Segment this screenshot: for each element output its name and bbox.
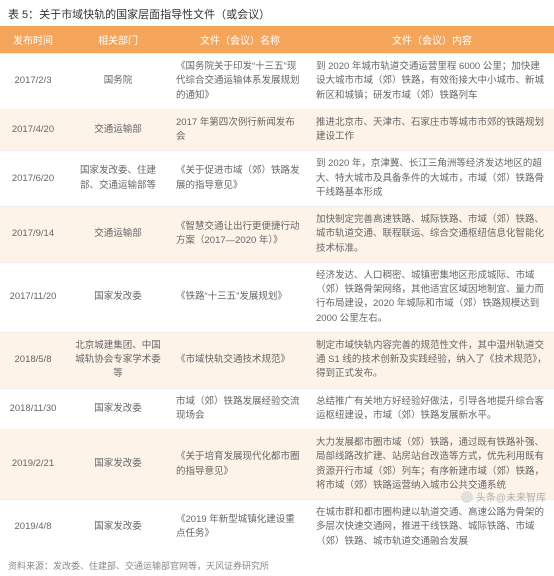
- table-row: 2017/9/14 交通运输部 《智慧交通让出行更便捷行动方案（2017—202…: [0, 207, 554, 263]
- col-dept: 相关部门: [66, 26, 170, 54]
- cell-dept: 北京城建集团、中国城轨协会专家学术委等: [66, 332, 170, 388]
- cell-dept: 国家发改委、住建部、交通运输部等: [66, 151, 170, 207]
- source-footer: 资料来源：发改委、住建部、交通运输部官网等，天风证券研究所: [0, 555, 554, 576]
- table-row: 2018/11/30 国家发改委 市域（郊）铁路发展经验交流现场会 总结推广有关…: [0, 388, 554, 430]
- cell-name: 《铁路“十三五”发展规划》: [170, 262, 310, 332]
- cell-date: 2019/2/21: [0, 430, 66, 500]
- cell-date: 2017/2/3: [0, 54, 66, 110]
- cell-content: 到 2020 年，京津冀、长江三角洲等经济发达地区的超大、特大城市及具备条件的大…: [310, 151, 554, 207]
- header-row: 发布时间 相关部门 文件（会议）名称 文件（会议）内容: [0, 26, 554, 54]
- cell-content: 制定市域快轨内容完善的规范性文件，其中温州轨道交通 S1 线的技术创新及实践经验…: [310, 332, 554, 388]
- cell-name: 《关于培育发展现代化都市圈的指导意见》: [170, 430, 310, 500]
- watermark: 头条@未来智库: [461, 489, 546, 504]
- watermark-icon: [461, 491, 473, 503]
- col-name: 文件（会议）名称: [170, 26, 310, 54]
- table-row: 2019/4/8 国家发改委 《2019 年新型城镇化建设重点任务》 在城市群和…: [0, 500, 554, 555]
- table-row: 2017/6/20 国家发改委、住建部、交通运输部等 《关于促进市域（郊）铁路发…: [0, 151, 554, 207]
- table-row: 2017/11/20 国家发改委 《铁路“十三五”发展规划》 经济发达、人口稠密…: [0, 262, 554, 332]
- cell-content: 在城市群和都市圈构建以轨道交通、高速公路为骨架的多层次快速交通网，推进干线铁路、…: [310, 500, 554, 555]
- cell-content: 经济发达、人口稠密、城镇密集地区形成城际、市域（郊）铁路骨架网络，其他适宜区域因…: [310, 262, 554, 332]
- col-content: 文件（会议）内容: [310, 26, 554, 54]
- cell-name: 《2019 年新型城镇化建设重点任务》: [170, 500, 310, 555]
- cell-name: 《市域快轨交通技术规范》: [170, 332, 310, 388]
- cell-name: 《国务院关于印发“十三五”现代综合交通运输体系发展规划的通知》: [170, 54, 310, 110]
- cell-name: 《智慧交通让出行更便捷行动方案（2017—2020 年）》: [170, 207, 310, 263]
- cell-date: 2017/6/20: [0, 151, 66, 207]
- table-title: 表 5：关于市域快轨的国家层面指导性文件（或会议）: [0, 0, 554, 26]
- cell-dept: 交通运输部: [66, 109, 170, 151]
- cell-content: 到 2020 年城市轨道交通运营里程 6000 公里；加快建设大城市市域（郊）铁…: [310, 54, 554, 110]
- cell-dept: 交通运输部: [66, 207, 170, 263]
- cell-date: 2018/5/8: [0, 332, 66, 388]
- cell-name: 《关于促进市域（郊）铁路发展的指导意见》: [170, 151, 310, 207]
- cell-dept: 国务院: [66, 54, 170, 110]
- cell-dept: 国家发改委: [66, 430, 170, 500]
- cell-date: 2019/4/8: [0, 500, 66, 555]
- cell-content: 总结推广有关地方好经验好做法，引导各地提升综合客运枢纽建设，市域（郊）铁路发展新…: [310, 388, 554, 430]
- watermark-text: 头条@未来智库: [476, 489, 546, 504]
- cell-name: 2017 年第四次例行新闻发布会: [170, 109, 310, 151]
- cell-name: 市域（郊）铁路发展经验交流现场会: [170, 388, 310, 430]
- table-row: 2017/4/20 交通运输部 2017 年第四次例行新闻发布会 推进北京市、天…: [0, 109, 554, 151]
- cell-content: 推进北京市、天津市、石家庄市等城市市郊的铁路规划建设工作: [310, 109, 554, 151]
- cell-dept: 国家发改委: [66, 388, 170, 430]
- policy-table: 发布时间 相关部门 文件（会议）名称 文件（会议）内容 2017/2/3 国务院…: [0, 26, 554, 555]
- cell-date: 2017/11/20: [0, 262, 66, 332]
- cell-date: 2018/11/30: [0, 388, 66, 430]
- cell-date: 2017/4/20: [0, 109, 66, 151]
- cell-date: 2017/9/14: [0, 207, 66, 263]
- cell-content: 加快制定完善高速铁路、城际铁路、市域（郊）铁路、城市轨道交通、联程联运、综合交通…: [310, 207, 554, 263]
- table-row: 2017/2/3 国务院 《国务院关于印发“十三五”现代综合交通运输体系发展规划…: [0, 54, 554, 110]
- cell-dept: 国家发改委: [66, 262, 170, 332]
- cell-dept: 国家发改委: [66, 500, 170, 555]
- col-date: 发布时间: [0, 26, 66, 54]
- table-row: 2018/5/8 北京城建集团、中国城轨协会专家学术委等 《市域快轨交通技术规范…: [0, 332, 554, 388]
